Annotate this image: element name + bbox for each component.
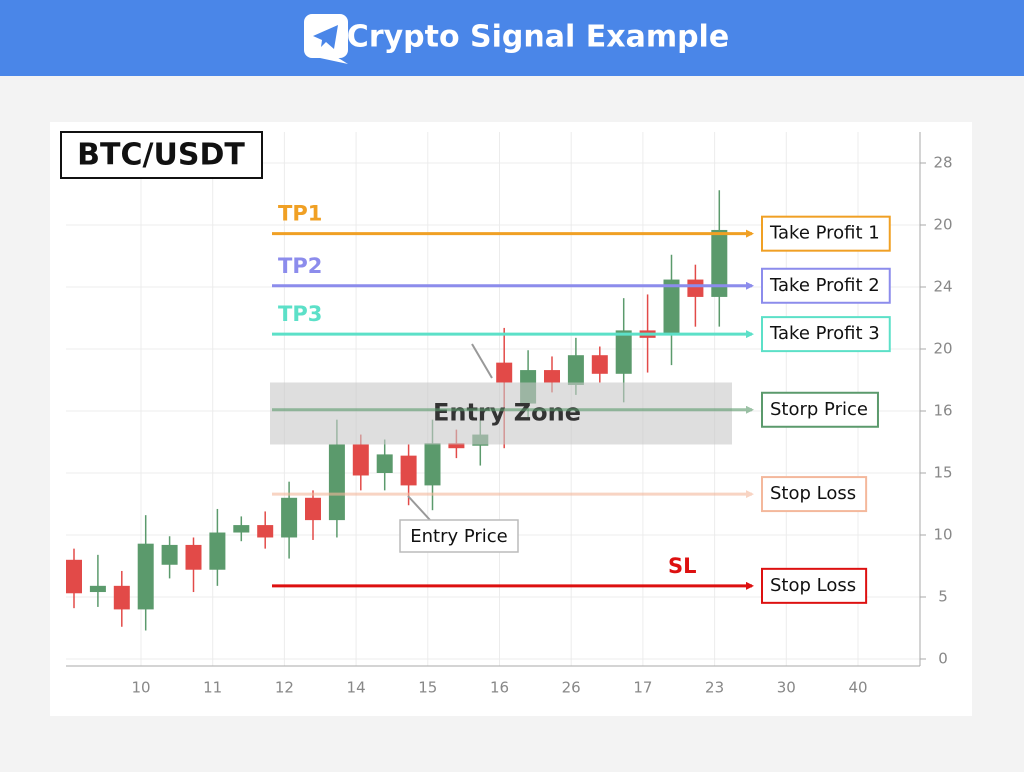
candle-body: [448, 443, 465, 449]
level-name: Stop Loss: [770, 483, 856, 504]
candle-body: [544, 370, 560, 383]
candle-body: [400, 455, 417, 486]
candle-body: [711, 229, 728, 297]
x-tick-label: 23: [705, 679, 724, 697]
x-tick-label: 26: [562, 679, 581, 697]
level-tag: SL: [668, 554, 697, 578]
y-tick-label: 24: [933, 278, 952, 296]
candle-body: [161, 544, 178, 565]
level-name: Storp Price: [770, 399, 868, 420]
candle-body: [352, 444, 369, 476]
plot: [66, 190, 732, 631]
y-tick-label: 15: [933, 464, 952, 482]
entry-price-label: Entry Price: [410, 526, 508, 547]
y-tick-label: 5: [938, 588, 948, 606]
x-tick-label: 11: [203, 679, 222, 697]
x-tick-label: 15: [418, 679, 437, 697]
candle-body: [424, 443, 441, 486]
x-tick-label: 14: [347, 679, 366, 697]
entry-arrow: [407, 495, 431, 521]
y-tick-label: 10: [933, 526, 952, 544]
level-box: [761, 567, 868, 604]
candle-body: [591, 355, 608, 374]
y-tick-label: 28: [933, 154, 952, 172]
candle-body: [496, 362, 513, 383]
telegram-icon: [304, 14, 348, 64]
level-name: Stop Loss: [770, 575, 856, 596]
candle-body: [687, 279, 704, 297]
level-tag: TP2: [278, 254, 322, 278]
pair-box: [60, 131, 263, 179]
x-tick-label: 12: [275, 679, 294, 697]
x-tick-label: 17: [633, 679, 652, 697]
candle-body: [615, 330, 632, 374]
candle-body: [328, 444, 345, 521]
entry-arrow: [471, 343, 493, 379]
x-tick-label: 10: [131, 679, 150, 697]
y-tick-label: 20: [933, 340, 952, 358]
candle-body: [376, 454, 393, 473]
header-bar: [0, 0, 1024, 76]
level-tag: TP3: [278, 302, 322, 326]
candle-body: [233, 525, 250, 533]
level-box: [761, 215, 891, 252]
candle-body: [89, 585, 106, 593]
entry-zone: [270, 382, 732, 445]
level-box: [761, 267, 891, 304]
y-tick-label: 16: [933, 402, 952, 420]
level-box: [761, 316, 891, 353]
y-tick-label: 20: [933, 216, 952, 234]
entry-price-box: [399, 519, 519, 553]
header-title: Crypto Signal Example: [347, 20, 729, 55]
level-tag: TP1: [278, 202, 322, 226]
level-name: Take Profit 3: [769, 323, 880, 344]
candle-body: [113, 585, 130, 610]
candle-body: [209, 532, 226, 570]
candle-body: [66, 559, 82, 594]
candle-body: [281, 497, 298, 538]
candle-body: [257, 525, 274, 538]
level-name: Take Profit 2: [769, 275, 880, 296]
level-box: [761, 476, 868, 513]
candle-body: [663, 279, 680, 336]
candle-body: [567, 355, 584, 385]
y-tick-label: 0: [938, 650, 948, 668]
pair-label: BTC/USDT: [77, 138, 245, 173]
candle-body: [185, 544, 202, 570]
x-tick-label: 16: [490, 679, 509, 697]
candle-body: [137, 543, 154, 610]
level-name: Take Profit 1: [769, 223, 880, 244]
level-box: [761, 391, 879, 428]
x-tick-label: 40: [848, 679, 867, 697]
candle-body: [305, 497, 321, 521]
x-tick-label: 30: [777, 679, 796, 697]
entry-zone-label: Entry Zone: [433, 398, 581, 426]
